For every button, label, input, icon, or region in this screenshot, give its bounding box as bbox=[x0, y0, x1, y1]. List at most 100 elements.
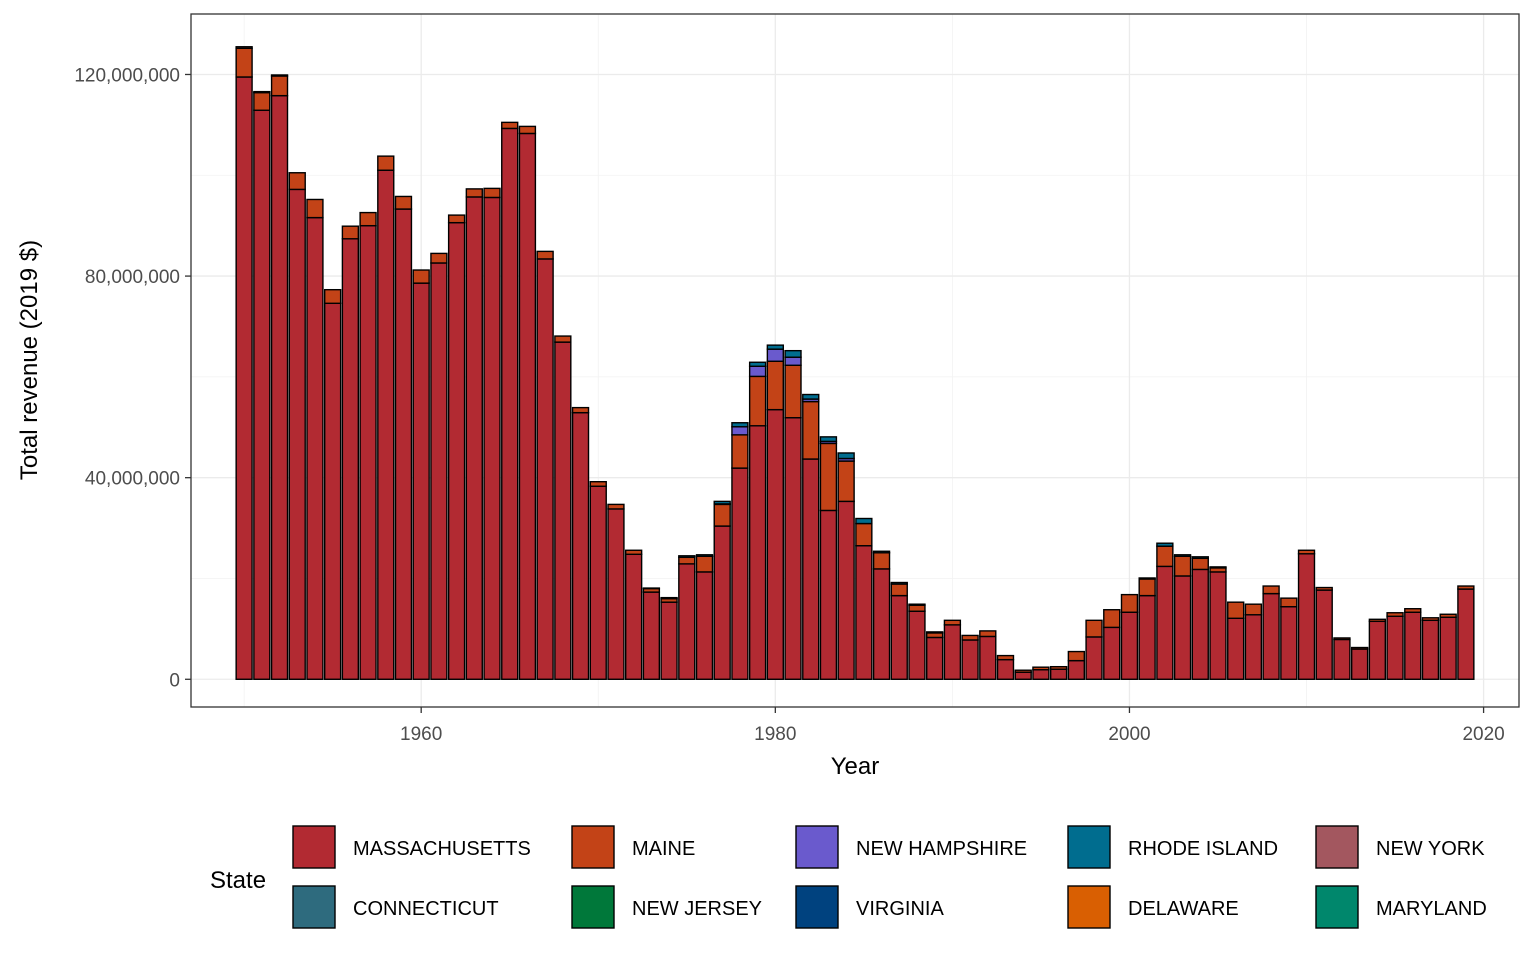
legend-swatch bbox=[1315, 825, 1359, 869]
bar-segment bbox=[748, 425, 767, 680]
y-tick-label: 40,000,000 bbox=[85, 469, 180, 490]
legend: State MASSACHUSETTS MAINE NEW HAMPSHIRE RHO… bbox=[210, 825, 1487, 929]
bar-segment bbox=[465, 196, 483, 680]
bar-segment bbox=[571, 406, 590, 414]
bar-segment bbox=[1014, 671, 1032, 680]
legend-label: DELAWARE bbox=[1128, 898, 1239, 920]
y-axis-title: Total revenue (2019 $) bbox=[16, 240, 43, 480]
bar-segment bbox=[766, 360, 784, 411]
bar-segment bbox=[536, 258, 554, 680]
bar-segment bbox=[235, 47, 253, 78]
bar-segment bbox=[1191, 556, 1209, 560]
bar-segment bbox=[1067, 650, 1086, 662]
bar-segment bbox=[872, 550, 891, 554]
y-tick-label: 120,000,000 bbox=[74, 65, 180, 86]
bar-segment bbox=[306, 198, 324, 219]
bar-segment bbox=[1085, 636, 1103, 680]
bar-segment bbox=[961, 634, 979, 641]
bar-segment bbox=[979, 635, 997, 680]
bar-segment bbox=[1138, 594, 1156, 680]
legend-swatch bbox=[1067, 825, 1111, 869]
bar-segment bbox=[766, 348, 784, 362]
bar-segment bbox=[288, 188, 306, 680]
bar-segment bbox=[447, 221, 466, 680]
bar-segment bbox=[678, 556, 696, 565]
bar-segment bbox=[1404, 611, 1422, 680]
bar-segment bbox=[1350, 648, 1369, 680]
bar-segment bbox=[961, 639, 979, 680]
bar-segment bbox=[1156, 565, 1174, 680]
bar-segment bbox=[589, 485, 607, 680]
bar-segment bbox=[377, 155, 395, 171]
bar-segment bbox=[908, 610, 926, 680]
bar-segment bbox=[235, 76, 253, 680]
bar-segment bbox=[625, 549, 643, 555]
bar-segment bbox=[1156, 542, 1174, 547]
bar-segment bbox=[943, 619, 962, 626]
bar-segment bbox=[996, 658, 1015, 680]
bar-segment bbox=[748, 375, 767, 427]
x-tick-label: 1980 bbox=[754, 724, 796, 745]
bar-segment bbox=[1209, 571, 1227, 680]
bar-segment bbox=[323, 302, 342, 680]
bar-segment bbox=[996, 654, 1015, 661]
bar-segment bbox=[802, 393, 820, 400]
bar-segment bbox=[536, 250, 554, 260]
bar-segment bbox=[1280, 606, 1298, 680]
bar-segment bbox=[483, 187, 501, 199]
bar-segment bbox=[1297, 549, 1316, 555]
bar-segment bbox=[890, 581, 908, 585]
bar-segment bbox=[1227, 617, 1245, 680]
y-tick-label: 80,000,000 bbox=[85, 267, 180, 288]
bar-segment bbox=[270, 74, 289, 77]
legend-label: NEW HAMPSHIRE bbox=[856, 838, 1027, 860]
bar-segment bbox=[1049, 665, 1068, 670]
legend-label: VIRGINIA bbox=[856, 898, 944, 920]
bar-segment bbox=[802, 458, 820, 680]
bar-segment bbox=[1280, 597, 1298, 608]
bar-segment bbox=[430, 252, 448, 264]
bar-segment bbox=[323, 288, 342, 305]
bar-segment bbox=[908, 603, 926, 606]
bar-segment bbox=[1421, 619, 1440, 680]
bar-segment bbox=[1244, 603, 1263, 616]
bar-segment bbox=[1386, 615, 1404, 680]
bar-segment bbox=[784, 364, 802, 419]
legend-swatch bbox=[571, 825, 615, 869]
bar-segment bbox=[837, 500, 855, 680]
bar-segment bbox=[625, 553, 643, 680]
bar-segment bbox=[430, 262, 448, 680]
bar-segment bbox=[642, 587, 661, 590]
bar-segment bbox=[447, 214, 466, 224]
bar-segment bbox=[1120, 611, 1139, 680]
bar-segment bbox=[713, 500, 731, 505]
bar-segment bbox=[270, 94, 289, 680]
y-tick-label: 0 bbox=[169, 670, 180, 691]
bar-segment bbox=[1138, 577, 1156, 580]
x-axis-title: Year bbox=[831, 753, 880, 780]
bar-segment bbox=[872, 552, 891, 570]
legend-swatch bbox=[1315, 885, 1359, 929]
bar-segment bbox=[1315, 586, 1333, 591]
legend-swatch bbox=[1067, 885, 1111, 929]
legend-swatch bbox=[795, 885, 839, 929]
bar-segment bbox=[748, 365, 767, 378]
bar-segment bbox=[518, 125, 537, 135]
bar-segment bbox=[571, 411, 590, 680]
bar-segment bbox=[731, 467, 749, 680]
bar-segment bbox=[1368, 618, 1387, 623]
bar-segment bbox=[1386, 612, 1404, 617]
bar-segment bbox=[802, 400, 820, 460]
bar-segment bbox=[1085, 619, 1103, 638]
bar-segment bbox=[890, 583, 908, 597]
bar-segment bbox=[731, 422, 749, 428]
bar-segment bbox=[253, 109, 271, 680]
bar-segment bbox=[501, 121, 519, 130]
bar-segment bbox=[943, 624, 962, 680]
bar-segment bbox=[501, 127, 519, 680]
bar-segment bbox=[1191, 568, 1209, 680]
bar-segment bbox=[1173, 554, 1192, 557]
bar-segment bbox=[306, 216, 324, 680]
